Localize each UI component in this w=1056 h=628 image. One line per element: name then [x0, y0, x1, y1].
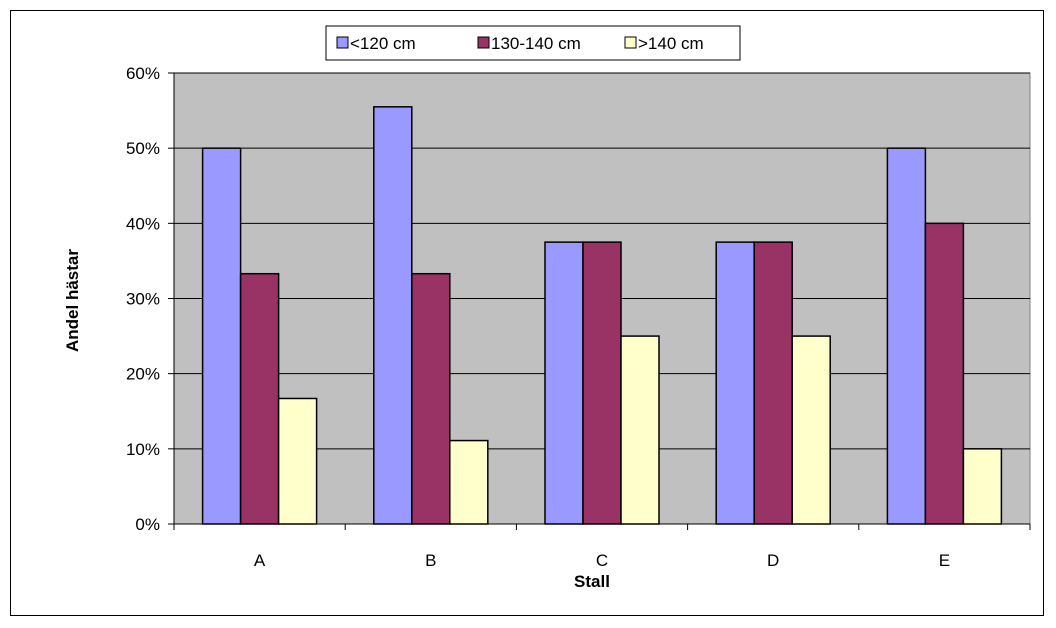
legend-label: <120 cm [350, 34, 416, 53]
legend-swatch [477, 36, 490, 49]
bar-b-series-2 [411, 272, 451, 525]
y-tick-label: 0% [135, 515, 160, 534]
x-tick-label: B [425, 551, 436, 570]
bar-d-series-2 [753, 241, 793, 525]
legend-swatch [336, 36, 349, 49]
bar-e-series-2 [924, 222, 965, 525]
y-tick-label: 10% [126, 440, 160, 459]
bar-e-series-3 [962, 448, 1003, 525]
legend-label: >140 cm [638, 34, 704, 53]
bar-b-series-1 [373, 106, 413, 525]
x-tick-label: D [767, 551, 779, 570]
x-axis-title: Stall [574, 572, 610, 591]
y-axis-title: Andel hästar [63, 249, 82, 352]
bar-a-series-2 [239, 272, 280, 525]
y-tick-label: 30% [126, 290, 160, 309]
x-tick-label: A [254, 551, 266, 570]
bar-d-series-1 [715, 241, 755, 525]
y-tick-label: 50% [126, 139, 160, 158]
bar-a-series-1 [201, 147, 242, 525]
bar-a-series-3 [277, 397, 318, 525]
legend-box [325, 25, 741, 61]
bar-e-series-1 [886, 147, 927, 525]
x-tick-label: C [596, 551, 608, 570]
bar-c-series-2 [582, 241, 622, 525]
legend: <120 cm 130-140 cm >140 cm [325, 25, 741, 61]
y-tick-label: 20% [126, 365, 160, 384]
y-tick-label: 40% [126, 214, 160, 233]
legend-swatch [624, 36, 637, 49]
y-tick-label: 60% [126, 64, 160, 83]
bar-b-series-3 [449, 439, 489, 525]
bar-c-series-3 [620, 335, 660, 525]
bar-c-series-1 [544, 241, 584, 525]
x-tick-label: E [939, 551, 950, 570]
legend-label: 130-140 cm [491, 34, 581, 53]
bar-d-series-3 [791, 335, 831, 525]
